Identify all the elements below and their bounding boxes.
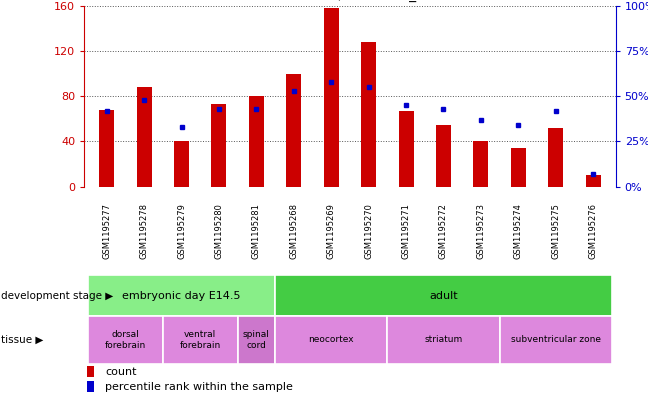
Text: GSM1195270: GSM1195270 xyxy=(364,203,373,259)
Text: GSM1195269: GSM1195269 xyxy=(327,203,336,259)
Bar xyxy=(275,316,388,364)
Bar xyxy=(474,141,489,187)
Bar xyxy=(211,104,226,187)
Text: dorsal
forebrain: dorsal forebrain xyxy=(105,330,146,350)
Text: GSM1195280: GSM1195280 xyxy=(214,203,224,259)
Text: embryonic day E14.5: embryonic day E14.5 xyxy=(122,291,241,301)
Bar xyxy=(286,73,301,187)
Bar xyxy=(87,381,94,391)
Text: tissue ▶: tissue ▶ xyxy=(1,335,43,345)
Bar xyxy=(249,96,264,187)
Bar xyxy=(163,316,238,364)
Text: GSM1195277: GSM1195277 xyxy=(102,203,111,259)
Text: GSM1195268: GSM1195268 xyxy=(289,203,298,259)
Title: GDS5259 / 1457777_at: GDS5259 / 1457777_at xyxy=(270,0,430,2)
Text: GSM1195276: GSM1195276 xyxy=(588,203,597,259)
Text: GSM1195281: GSM1195281 xyxy=(252,203,261,259)
Bar xyxy=(99,110,114,187)
Bar xyxy=(174,141,189,187)
Bar xyxy=(548,128,563,187)
Bar xyxy=(586,175,601,187)
Text: GSM1195279: GSM1195279 xyxy=(177,203,186,259)
Bar xyxy=(361,42,376,187)
Bar xyxy=(88,275,275,316)
Bar xyxy=(436,125,451,187)
Bar xyxy=(511,148,526,187)
Text: striatum: striatum xyxy=(424,336,463,344)
Bar xyxy=(275,275,612,316)
Text: GSM1195273: GSM1195273 xyxy=(476,203,485,259)
Text: ventral
forebrain: ventral forebrain xyxy=(179,330,221,350)
Text: spinal
cord: spinal cord xyxy=(243,330,270,350)
Text: GSM1195278: GSM1195278 xyxy=(139,203,148,259)
Bar xyxy=(137,87,152,187)
Text: GSM1195274: GSM1195274 xyxy=(514,203,523,259)
Bar xyxy=(88,316,163,364)
Bar xyxy=(238,316,275,364)
Text: GSM1195275: GSM1195275 xyxy=(551,203,561,259)
Bar xyxy=(500,316,612,364)
Text: count: count xyxy=(105,367,137,377)
Text: GSM1195271: GSM1195271 xyxy=(402,203,411,259)
Text: adult: adult xyxy=(429,291,457,301)
Text: subventricular zone: subventricular zone xyxy=(511,336,601,344)
Bar xyxy=(324,8,339,187)
Text: percentile rank within the sample: percentile rank within the sample xyxy=(105,382,293,391)
Text: GSM1195272: GSM1195272 xyxy=(439,203,448,259)
Bar xyxy=(87,366,94,377)
Text: neocortex: neocortex xyxy=(308,336,354,344)
Text: development stage ▶: development stage ▶ xyxy=(1,291,113,301)
Bar xyxy=(399,111,413,187)
Bar xyxy=(388,316,500,364)
